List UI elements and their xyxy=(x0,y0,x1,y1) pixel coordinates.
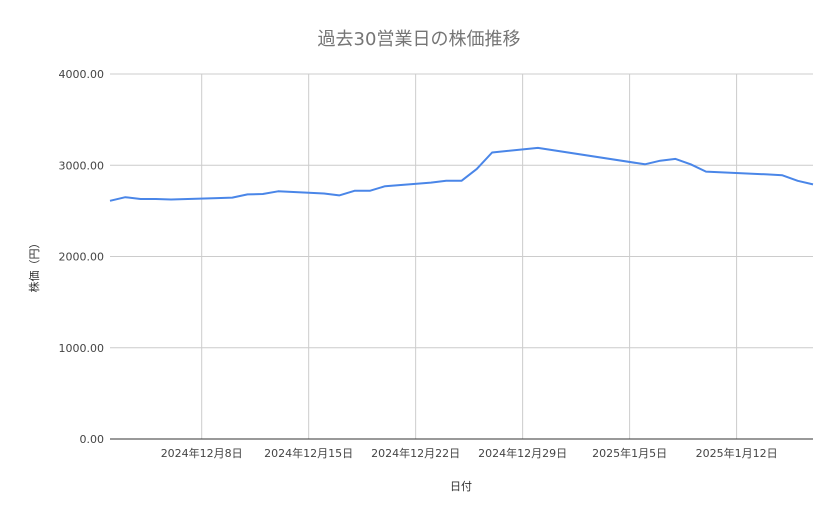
x-axis-ticks: 2024年12月8日 2024年12月15日 2024年12月22日 2024年12月… xyxy=(161,446,778,460)
grid-lines xyxy=(110,73,813,439)
x-tick-label: 2024年12月22日 xyxy=(371,446,460,460)
x-axis-label: 日付 xyxy=(450,480,472,493)
y-axis-ticks: 0.00 1000.00 2000.00 3000.00 4000.00 xyxy=(59,68,105,446)
series-line xyxy=(109,146,814,202)
x-tick-label: 2024年12月8日 xyxy=(161,446,243,460)
series-group xyxy=(109,146,814,202)
y-axis-label: 株価（円） xyxy=(27,238,41,293)
y-tick-label: 1000.00 xyxy=(59,342,105,355)
x-tick-label: 2025年1月12日 xyxy=(696,446,778,460)
x-tick-label: 2024年12月15日 xyxy=(264,446,353,460)
y-tick-label: 2000.00 xyxy=(59,251,105,264)
y-tick-label: 0.00 xyxy=(80,433,105,446)
x-tick-label: 2024年12月29日 xyxy=(478,446,567,460)
y-tick-label: 4000.00 xyxy=(59,68,105,81)
chart-title: 過去30営業日の株価推移 xyxy=(318,29,521,50)
x-tick-label: 2025年1月5日 xyxy=(592,446,667,460)
y-tick-label: 3000.00 xyxy=(59,159,105,172)
